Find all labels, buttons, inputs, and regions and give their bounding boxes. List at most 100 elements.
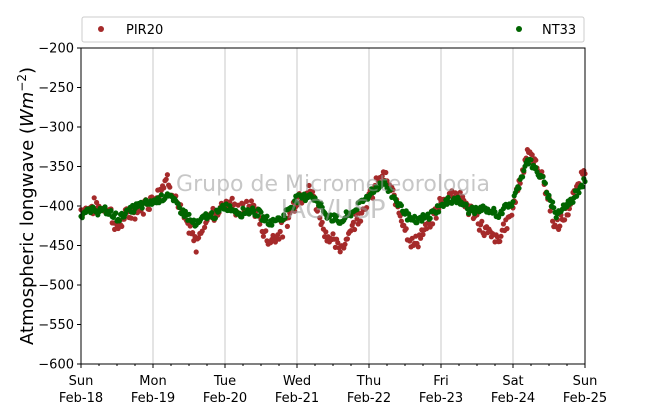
data-point (161, 185, 167, 191)
data-point (254, 213, 260, 219)
data-point (533, 157, 539, 163)
data-point (510, 199, 516, 205)
y-axis-title-close: ) (17, 67, 38, 74)
data-point (528, 157, 534, 163)
data-point (318, 200, 324, 206)
data-point (533, 164, 539, 171)
data-point (350, 219, 356, 225)
x-axis: Sun Feb-18 Mon Feb-19 Tue Feb-20 Wed Feb-21 Thu F… (59, 364, 607, 406)
x-tick-label-day: Thu (356, 374, 381, 389)
data-point (550, 218, 556, 224)
watermark-line-2: IAG/USP (280, 195, 385, 225)
data-point (158, 192, 164, 198)
data-point (257, 221, 263, 227)
data-point (258, 209, 264, 215)
data-point (481, 232, 487, 239)
x-tick-label-day: Sun (573, 374, 598, 389)
y-tick-label: −550 (38, 318, 74, 333)
data-point (546, 192, 552, 198)
data-point (388, 187, 394, 193)
data-point (269, 222, 275, 228)
data-point (139, 205, 145, 211)
data-point (163, 176, 169, 182)
legend: PIR20 NT33 (81, 16, 585, 43)
data-point (322, 234, 328, 240)
data-point (364, 205, 370, 211)
data-point (227, 203, 233, 209)
data-point (209, 210, 215, 216)
y-tick-label: −500 (38, 279, 74, 294)
x-tick-label-day: Tue (213, 374, 236, 389)
data-point (280, 234, 286, 240)
data-point (337, 249, 343, 255)
data-point (550, 199, 556, 205)
data-point (430, 221, 436, 227)
data-point (358, 218, 364, 224)
data-point (520, 174, 526, 180)
x-tick-label-date: Feb-24 (491, 391, 535, 406)
data-point (504, 226, 510, 232)
data-point (229, 195, 235, 201)
data-point (94, 199, 100, 206)
data-point (521, 168, 527, 174)
y-axis-title-exponent: −2 (15, 74, 29, 92)
y-tick-label: −450 (38, 239, 74, 254)
data-point (379, 173, 385, 179)
y-tick-label: −300 (38, 121, 74, 136)
x-tick-label-date: Feb-23 (419, 391, 463, 406)
data-point (354, 207, 360, 213)
data-point (186, 211, 192, 217)
data-point (290, 205, 296, 211)
data-point (146, 206, 152, 212)
data-point (164, 172, 170, 178)
series-nt33 (78, 156, 588, 229)
data-point (108, 208, 114, 214)
data-point (314, 208, 320, 214)
data-point (196, 235, 202, 241)
data-point (282, 215, 288, 221)
data-point (398, 202, 404, 209)
y-tick-label: −250 (38, 81, 74, 96)
data-point (398, 218, 404, 224)
data-point (576, 190, 582, 196)
data-point (240, 201, 246, 207)
data-point (102, 204, 108, 210)
x-tick-label-day: Sat (502, 374, 523, 389)
data-point (359, 210, 365, 216)
data-point (562, 217, 568, 223)
data-point (415, 244, 421, 250)
data-point (306, 182, 312, 189)
data-point (445, 194, 451, 201)
data-point (547, 208, 553, 214)
data-point (414, 220, 420, 226)
y-tick-label: −600 (38, 358, 74, 373)
x-tick-label-day: Mon (139, 374, 166, 389)
data-point (542, 180, 549, 186)
data-point (294, 200, 300, 206)
data-point (433, 215, 439, 221)
data-point (140, 211, 146, 217)
y-tick-label: −400 (38, 200, 74, 215)
legend-marker-nt33 (516, 26, 522, 32)
data-point (509, 212, 515, 218)
data-point (335, 240, 341, 246)
x-tick-label-day: Fri (433, 374, 449, 389)
x-tick-label-date: Feb-18 (59, 391, 103, 406)
data-point (457, 189, 463, 195)
data-point (251, 208, 257, 214)
data-point (167, 184, 173, 190)
data-point (91, 195, 97, 201)
data-point (476, 227, 482, 233)
y-tick-label: −350 (38, 160, 74, 175)
data-point (334, 213, 340, 219)
data-point (529, 152, 535, 158)
data-point (248, 198, 254, 204)
data-point (418, 235, 424, 241)
data-point (420, 231, 426, 238)
data-point (244, 198, 250, 204)
x-tick-label-date: Feb-20 (203, 391, 247, 406)
data-point (88, 210, 94, 216)
data-point (284, 223, 290, 229)
data-point (427, 215, 433, 221)
